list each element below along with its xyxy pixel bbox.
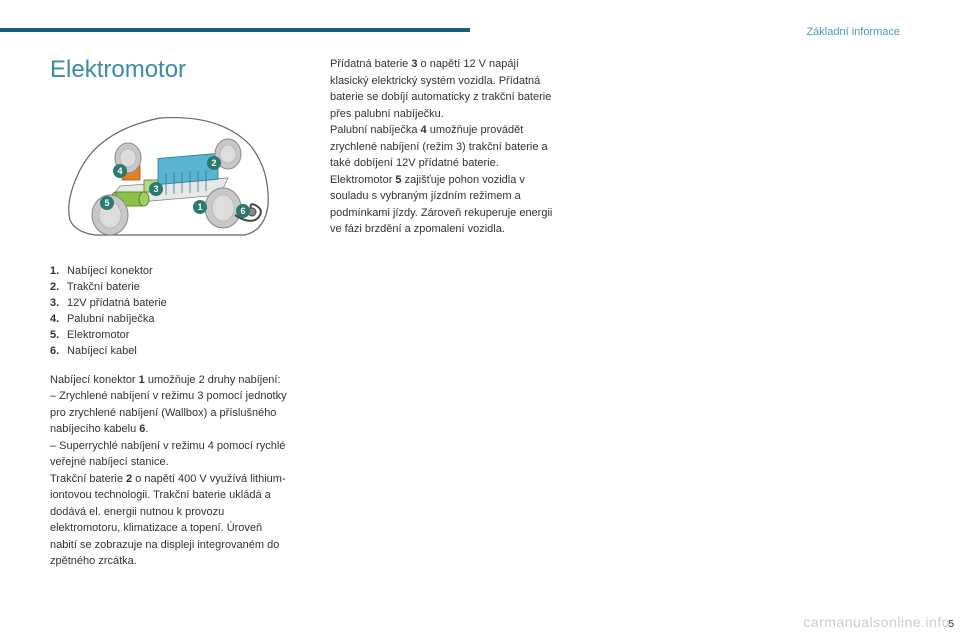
- legend-num: 2.: [50, 280, 64, 296]
- legend-num: 5.: [50, 328, 64, 344]
- callout-6: 6: [236, 204, 250, 218]
- right-column: Přídatná baterie 3 o napětí 12 V napájí …: [330, 56, 560, 570]
- ev-diagram-svg: [50, 100, 280, 250]
- legend-num: 6.: [50, 344, 64, 360]
- legend-label: Nabíjecí kabel: [64, 345, 137, 357]
- watermark: carmanualsonline.info: [803, 614, 950, 630]
- page-number: 5: [948, 619, 954, 630]
- legend-num: 3.: [50, 296, 64, 312]
- legend-label: 12V přídatná baterie: [64, 297, 167, 309]
- page-header: Základní informace: [806, 26, 900, 38]
- legend-item: 6. Nabíjecí kabel: [50, 344, 290, 360]
- legend-num: 4.: [50, 312, 64, 328]
- callout-2: 2: [207, 156, 221, 170]
- ev-diagram: 1 2 3 4 5 6: [50, 100, 280, 250]
- legend-item: 1. Nabíjecí konektor: [50, 264, 290, 280]
- accent-bar: [0, 28, 470, 32]
- legend-label: Nabíjecí konektor: [64, 265, 153, 277]
- legend-label: Trakční baterie: [64, 281, 140, 293]
- callout-5: 5: [100, 196, 114, 210]
- legend: 1. Nabíjecí konektor2. Trakční baterie3.…: [50, 264, 290, 360]
- legend-label: Palubní nabíječka: [64, 313, 155, 325]
- callout-1: 1: [193, 200, 207, 214]
- left-column: Elektromotor: [50, 56, 290, 570]
- legend-item: 4. Palubní nabíječka: [50, 312, 290, 328]
- left-body-text: Nabíjecí konektor 1 umožňuje 2 druhy nab…: [50, 372, 290, 570]
- callout-3: 3: [149, 182, 163, 196]
- legend-item: 5. Elektromotor: [50, 328, 290, 344]
- page-title: Elektromotor: [50, 56, 290, 84]
- content-area: Elektromotor: [50, 56, 910, 570]
- legend-item: 2. Trakční baterie: [50, 280, 290, 296]
- legend-item: 3. 12V přídatná baterie: [50, 296, 290, 312]
- legend-num: 1.: [50, 264, 64, 280]
- callout-4: 4: [113, 164, 127, 178]
- legend-label: Elektromotor: [64, 329, 129, 341]
- right-body-text: Přídatná baterie 3 o napětí 12 V napájí …: [330, 56, 560, 238]
